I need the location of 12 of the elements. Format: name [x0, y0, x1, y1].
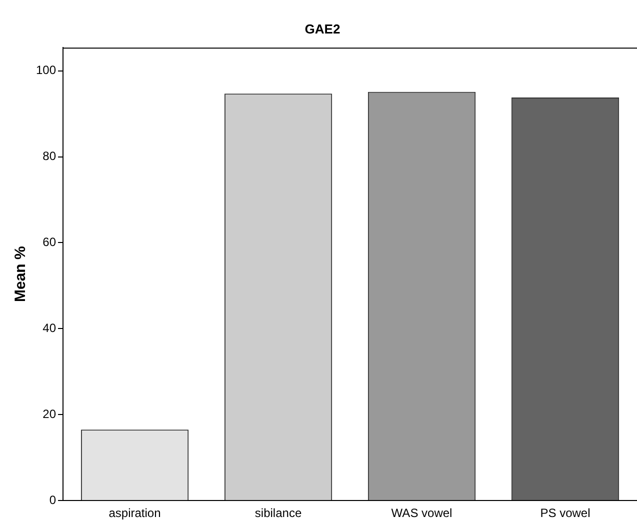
x-tick-label: WAS vowel [391, 506, 452, 520]
y-tick-label: 0 [49, 492, 56, 507]
y-axis-title: Mean % [12, 246, 30, 302]
y-tick-label: 20 [42, 406, 56, 421]
y-tick-label: 100 [36, 63, 56, 78]
y-tick-label: 60 [42, 235, 56, 250]
y-tick-label: 40 [42, 320, 56, 335]
x-tick-label: sibilance [254, 506, 302, 520]
x-tick-label: PS vowel [540, 506, 590, 520]
x-tick-label: aspiration [108, 506, 161, 520]
y-tick-label: 80 [42, 149, 56, 164]
chart-title: GAE2 [304, 21, 340, 36]
